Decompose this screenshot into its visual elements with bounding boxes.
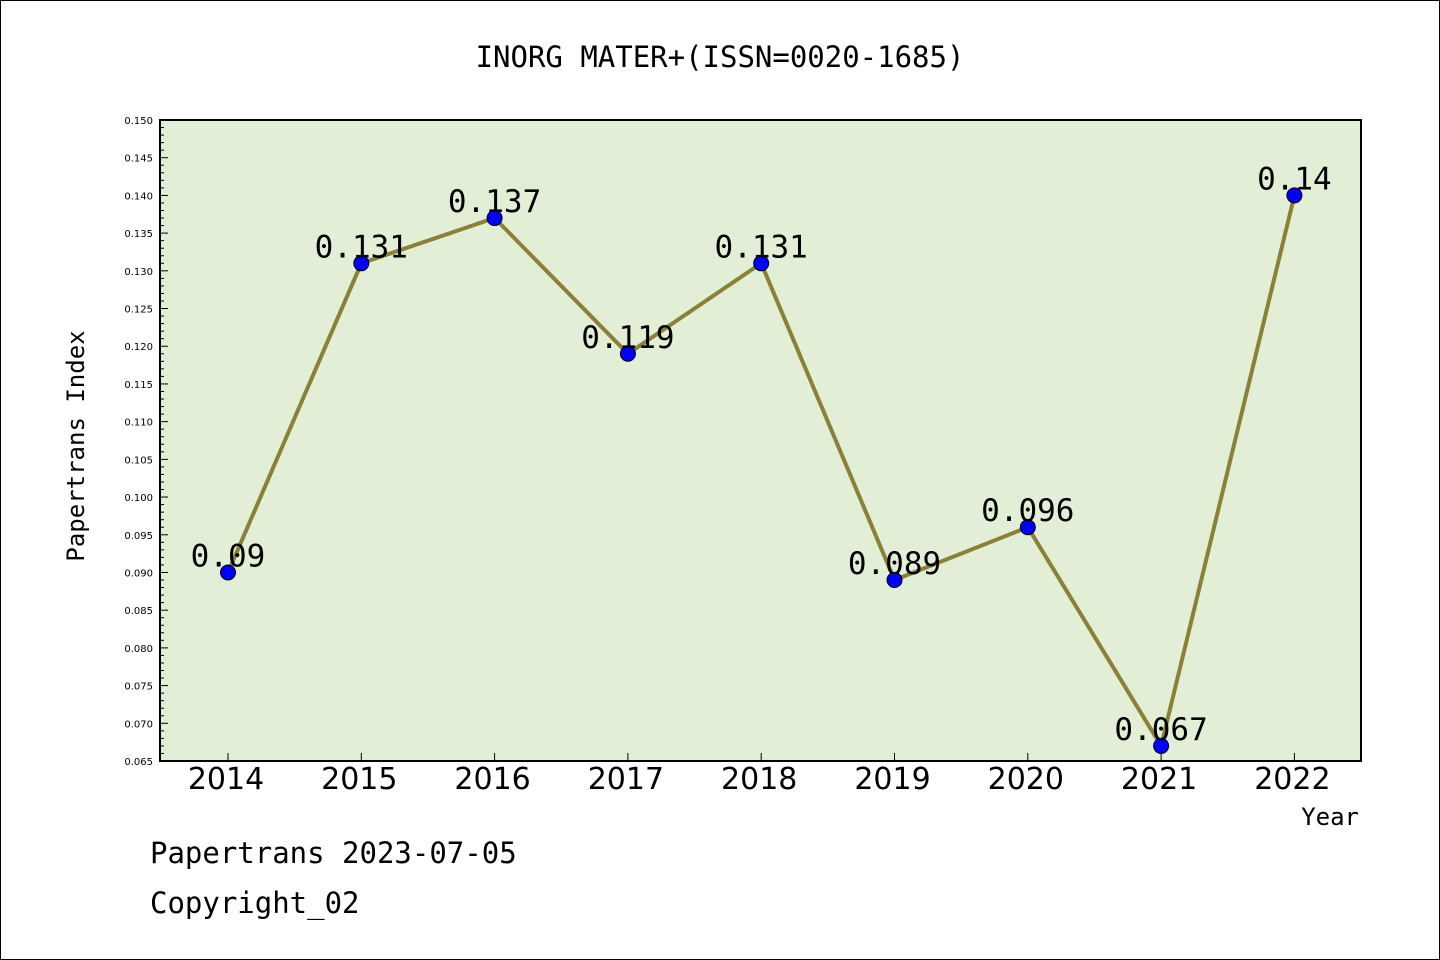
y-axis: 0.065 0.070 0.075 0.080 0.085 0.090 0.095 0.100…: [124, 116, 168, 768]
y-tick-label: 0.135: [124, 229, 153, 240]
x-tick-label: 2014: [188, 762, 264, 797]
data-label: 0.137: [448, 184, 541, 220]
y-tick-label: 0.075: [124, 682, 153, 693]
x-tick-label: 2016: [454, 762, 530, 797]
y-tick-label: 0.070: [124, 719, 153, 730]
plot-area: [159, 119, 1362, 762]
y-tick-label: 0.125: [124, 305, 153, 316]
y-tick-label: 0.100: [124, 493, 153, 504]
data-label: 0.14: [1257, 161, 1332, 197]
x-tick-label: 2020: [988, 762, 1064, 797]
x-tick-label: 2019: [854, 762, 930, 797]
x-axis: 2014 2015 2016 2017 2018 2019 2020 2021 2022: [188, 753, 1331, 797]
y-tick-label: 0.110: [124, 418, 153, 429]
y-tick-label: 0.085: [124, 606, 153, 617]
x-tick-label: 2018: [721, 762, 797, 797]
data-point-marker: [1286, 187, 1303, 204]
data-point-marker: [886, 572, 903, 589]
data-point-marker: [353, 255, 370, 272]
data-point-marker: [1153, 737, 1170, 754]
data-label: 0.119: [581, 320, 674, 356]
footer-date: Papertrans 2023-07-05: [150, 836, 517, 870]
data-point-marker: [1019, 519, 1036, 536]
x-tick-label: 2022: [1254, 762, 1330, 797]
data-label: 0.096: [981, 493, 1074, 529]
chart-title: INORG MATER+(ISSN=0020-1685): [476, 40, 965, 74]
data-point-marker: [486, 210, 503, 227]
y-tick-label: 0.140: [124, 191, 153, 202]
data-label-group: 0.09 0.131 0.137 0.119 0.131 0.089 0.096 0.067 0…: [191, 161, 1332, 748]
x-tick-label: 2017: [588, 762, 664, 797]
x-axis-label: Year: [1301, 803, 1359, 831]
marker-group: [220, 187, 1303, 754]
y-tick-label: 0.130: [124, 267, 153, 278]
data-label: 0.131: [315, 229, 408, 265]
y-tick-label: 0.120: [124, 342, 153, 353]
data-point-marker: [220, 564, 236, 581]
x-tick-label: 2015: [321, 762, 397, 797]
data-label: 0.089: [848, 546, 941, 582]
data-point-marker: [619, 345, 636, 362]
y-tick-label: 0.095: [124, 531, 153, 542]
y-tick-label: 0.080: [124, 644, 153, 655]
footer-copyright: Copyright_02: [150, 886, 360, 921]
y-axis-label: Papertrans Index: [62, 330, 90, 561]
y-tick-label: 0.150: [124, 116, 153, 127]
data-point-marker: [753, 255, 770, 272]
data-label: 0.067: [1114, 712, 1207, 748]
y-tick-label: 0.105: [124, 455, 153, 466]
y-tick-label: 0.115: [124, 380, 153, 391]
data-label: 0.09: [191, 538, 266, 574]
y-tick-label: 0.090: [124, 568, 153, 579]
y-tick-label: 0.145: [124, 154, 153, 165]
x-tick-label: 2021: [1121, 762, 1197, 797]
data-label: 0.131: [715, 229, 808, 265]
y-tick-label: 0.065: [124, 757, 153, 768]
